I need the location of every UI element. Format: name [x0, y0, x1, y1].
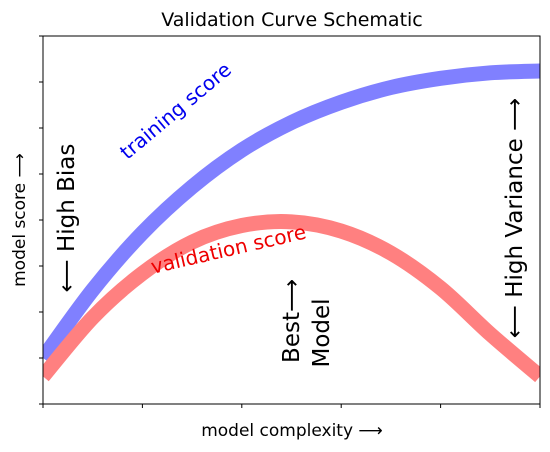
high-bias-annotation: ⟵ High Bias — [54, 144, 80, 293]
best-model-annotation-line1: Best⟶ — [279, 279, 305, 363]
training-score-label: training score — [115, 57, 236, 164]
validation-score-line — [43, 214, 540, 383]
chart-title: Validation Curve Schematic — [161, 9, 423, 31]
high-variance-annotation: ⟵ High Variance ⟶ — [502, 98, 528, 338]
training-score-line — [43, 63, 540, 363]
axis-ticks — [39, 35, 541, 408]
plot-area — [43, 63, 540, 383]
y-axis-label: model score ⟶ — [10, 153, 30, 287]
best-model-annotation-line2: Model — [309, 298, 335, 367]
x-axis-label: model complexity ⟶ — [201, 421, 383, 441]
